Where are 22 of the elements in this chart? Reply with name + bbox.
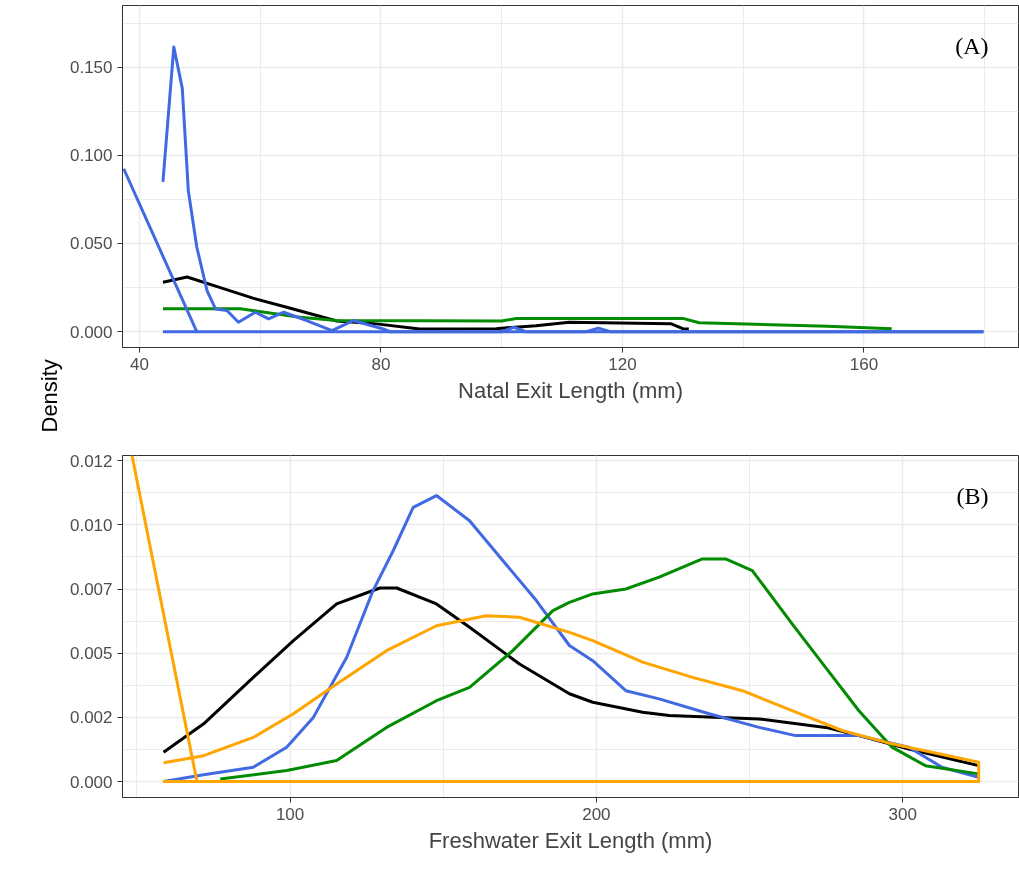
y-tick-label: 0.000 — [69, 322, 113, 342]
x-tick-label: 40 — [129, 354, 149, 374]
x-tick-label: 300 — [888, 804, 917, 824]
x-axis-title: Freshwater Exit Length (mm) — [428, 827, 713, 853]
y-tick-label: 0.012 — [69, 451, 113, 471]
y-tick-label: 0.010 — [69, 515, 113, 535]
y-tick-label: 0.005 — [69, 644, 113, 664]
x-axis-title: Natal Exit Length (mm) — [458, 377, 683, 403]
x-tick-label: 160 — [849, 354, 879, 374]
y-tick-label: 0.000 — [69, 772, 113, 792]
annotation: (B) — [956, 482, 989, 509]
y-tick-label: 0.100 — [69, 146, 113, 166]
x-tick-label: 100 — [275, 804, 305, 824]
y-tick-label: 0.002 — [69, 708, 113, 728]
y-tick-label: 0.007 — [69, 580, 113, 600]
x-tick-label: 120 — [608, 354, 637, 374]
annotation: (A) — [955, 32, 989, 59]
y-axis-title: Density — [36, 359, 62, 433]
y-tick-label: 0.150 — [69, 58, 113, 78]
x-tick-label: 200 — [582, 804, 611, 824]
x-tick-label: 80 — [371, 354, 391, 374]
y-tick-label: 0.050 — [69, 234, 113, 254]
